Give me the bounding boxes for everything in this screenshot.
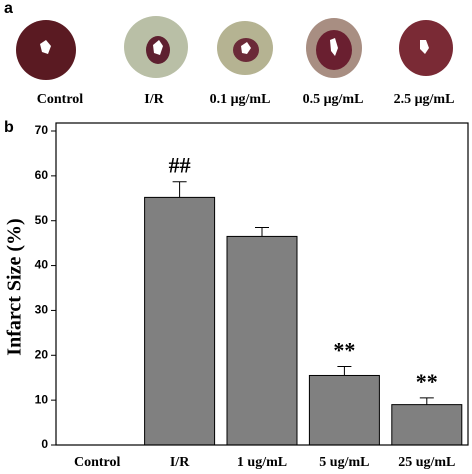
- bar: [144, 196, 216, 446]
- image-label: Control: [37, 92, 84, 107]
- x-tick-label: I/R: [170, 455, 190, 470]
- y-tick-label: 70: [35, 123, 49, 137]
- plot-frame: [55, 122, 469, 446]
- y-tick-label: 0: [41, 437, 48, 451]
- panel-label: a: [4, 0, 13, 17]
- x-tick-label: 5 ug/mL: [319, 455, 369, 470]
- heart-images: [16, 16, 453, 80]
- lumen: [40, 40, 51, 54]
- y-tick-label: 30: [35, 303, 49, 317]
- y-tick-label: 50: [35, 213, 49, 227]
- lumen: [420, 40, 429, 54]
- x-tick-label: 1 ug/mL: [237, 455, 287, 470]
- y-tick-label: 20: [35, 347, 49, 361]
- bar: [391, 404, 463, 446]
- x-tick-label: Control: [74, 455, 121, 470]
- y-tick-label: 40: [35, 258, 49, 272]
- lumen: [330, 38, 338, 56]
- image-label: 0.1 μg/mL: [210, 92, 271, 107]
- bar: [308, 374, 380, 446]
- significance-label: **: [416, 369, 438, 394]
- y-tick-label: 10: [35, 392, 49, 406]
- image-label: I/R: [144, 92, 164, 107]
- error-bar: [255, 226, 269, 237]
- error-bar: [172, 181, 187, 198]
- lumen: [241, 42, 251, 54]
- y-tick-label: 60: [35, 168, 49, 182]
- image-label: 0.5 μg/mL: [303, 92, 364, 107]
- panel-label: b: [4, 119, 14, 136]
- significance-label: **: [333, 338, 355, 363]
- y-axis-label: Infarct Size (%): [4, 218, 26, 355]
- significance-label: ##: [169, 153, 191, 178]
- x-tick-label: 25 ug/mL: [398, 455, 455, 470]
- bar: [226, 235, 298, 446]
- error-bar: [337, 366, 352, 376]
- image-label: 2.5 μg/mL: [394, 92, 455, 107]
- lumen: [153, 40, 163, 55]
- error-bar: [419, 397, 434, 405]
